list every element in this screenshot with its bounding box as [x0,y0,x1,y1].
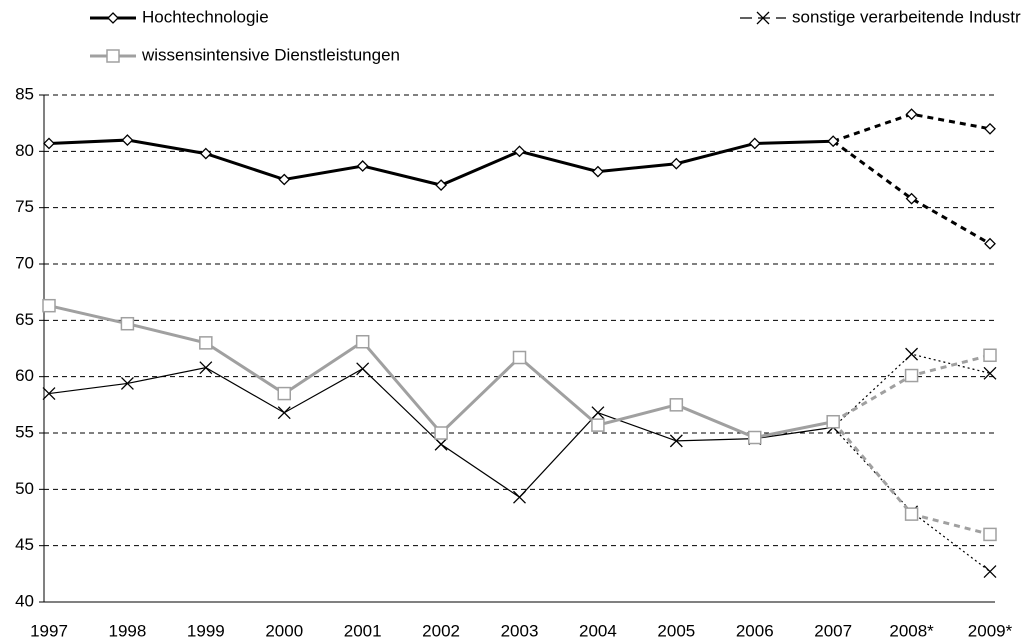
marker [983,565,997,579]
marker [983,366,997,380]
marker [905,108,918,121]
marker [356,160,369,172]
y-tick-label: 85 [15,84,34,103]
marker [199,361,213,375]
marker [591,165,604,178]
marker [278,173,291,186]
marker [355,334,370,349]
x-tick-label: 1997 [30,621,68,640]
marker [277,406,291,420]
marker [435,179,448,192]
forecast-line [832,139,991,246]
marker [120,376,134,390]
marker [591,406,605,420]
marker [120,316,135,331]
marker [513,490,526,504]
marker [904,507,919,521]
x-tick-label: 2001 [344,621,382,640]
x-tick-label: 2003 [501,621,539,640]
marker [748,430,762,445]
marker [121,134,134,146]
marker [905,192,918,205]
y-tick-label: 80 [15,141,34,160]
x-tick-label: 1999 [187,621,225,640]
marker [905,347,919,361]
marker [670,157,683,170]
marker [106,49,120,63]
marker [591,418,605,432]
y-tick-label: 65 [15,310,34,329]
forecast-line [832,353,991,428]
y-tick-label: 50 [15,479,34,498]
x-tick-label: 2002 [422,621,460,640]
forecast-line [832,353,991,424]
marker [512,350,527,365]
marker [904,368,919,383]
marker [983,348,997,363]
y-tick-label: 60 [15,366,34,385]
marker [434,437,448,451]
marker [983,527,997,542]
legend-label: Hochtechnologie [142,7,269,26]
x-tick-label: 2008* [889,621,934,640]
marker [826,414,840,429]
marker [43,137,55,150]
series-line [48,138,834,187]
y-tick-label: 75 [15,197,34,216]
y-tick-label: 40 [15,591,34,610]
marker [42,298,56,313]
x-tick-label: 2009* [968,621,1013,640]
marker [669,434,683,448]
marker [984,122,996,135]
marker [199,147,212,160]
y-tick-label: 55 [15,422,34,441]
marker [277,386,291,401]
y-tick-label: 70 [15,253,34,272]
series-line [48,304,834,440]
marker [748,137,761,150]
x-tick-label: 2000 [265,621,303,640]
x-tick-label: 2004 [579,621,617,640]
marker [356,362,370,376]
y-tick-label: 45 [15,535,34,554]
x-tick-label: 2007 [814,621,852,640]
marker [107,12,119,24]
marker [434,426,448,440]
marker [513,145,526,158]
marker [827,135,840,148]
x-tick-label: 2006 [736,621,774,640]
legend-label: sonstige verarbeitende Industrie [792,7,1021,26]
x-tick-label: 2005 [657,621,695,640]
marker [199,336,213,350]
marker [984,237,996,250]
legend-label: wissensintensive Dienstleistungen [141,45,400,64]
x-tick-label: 1998 [109,621,147,640]
marker [42,387,56,401]
marker [669,398,684,412]
marker [756,11,770,25]
